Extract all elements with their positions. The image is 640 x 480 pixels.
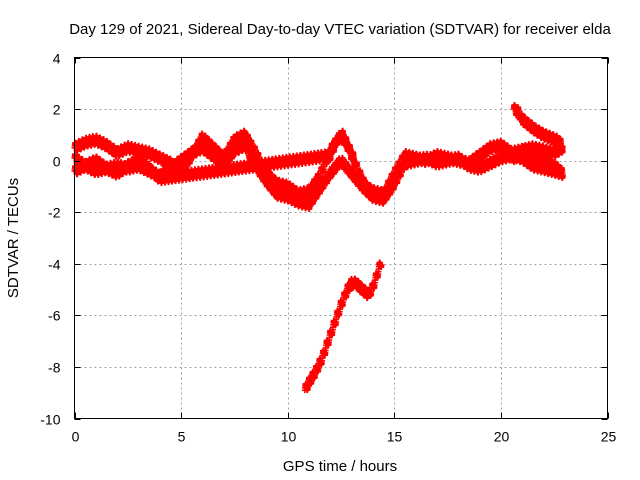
chart-title: Day 129 of 2021, Sidereal Day-to-day VTE… [69, 21, 611, 38]
grid-lines [74, 57, 608, 419]
data-marks [71, 102, 566, 394]
